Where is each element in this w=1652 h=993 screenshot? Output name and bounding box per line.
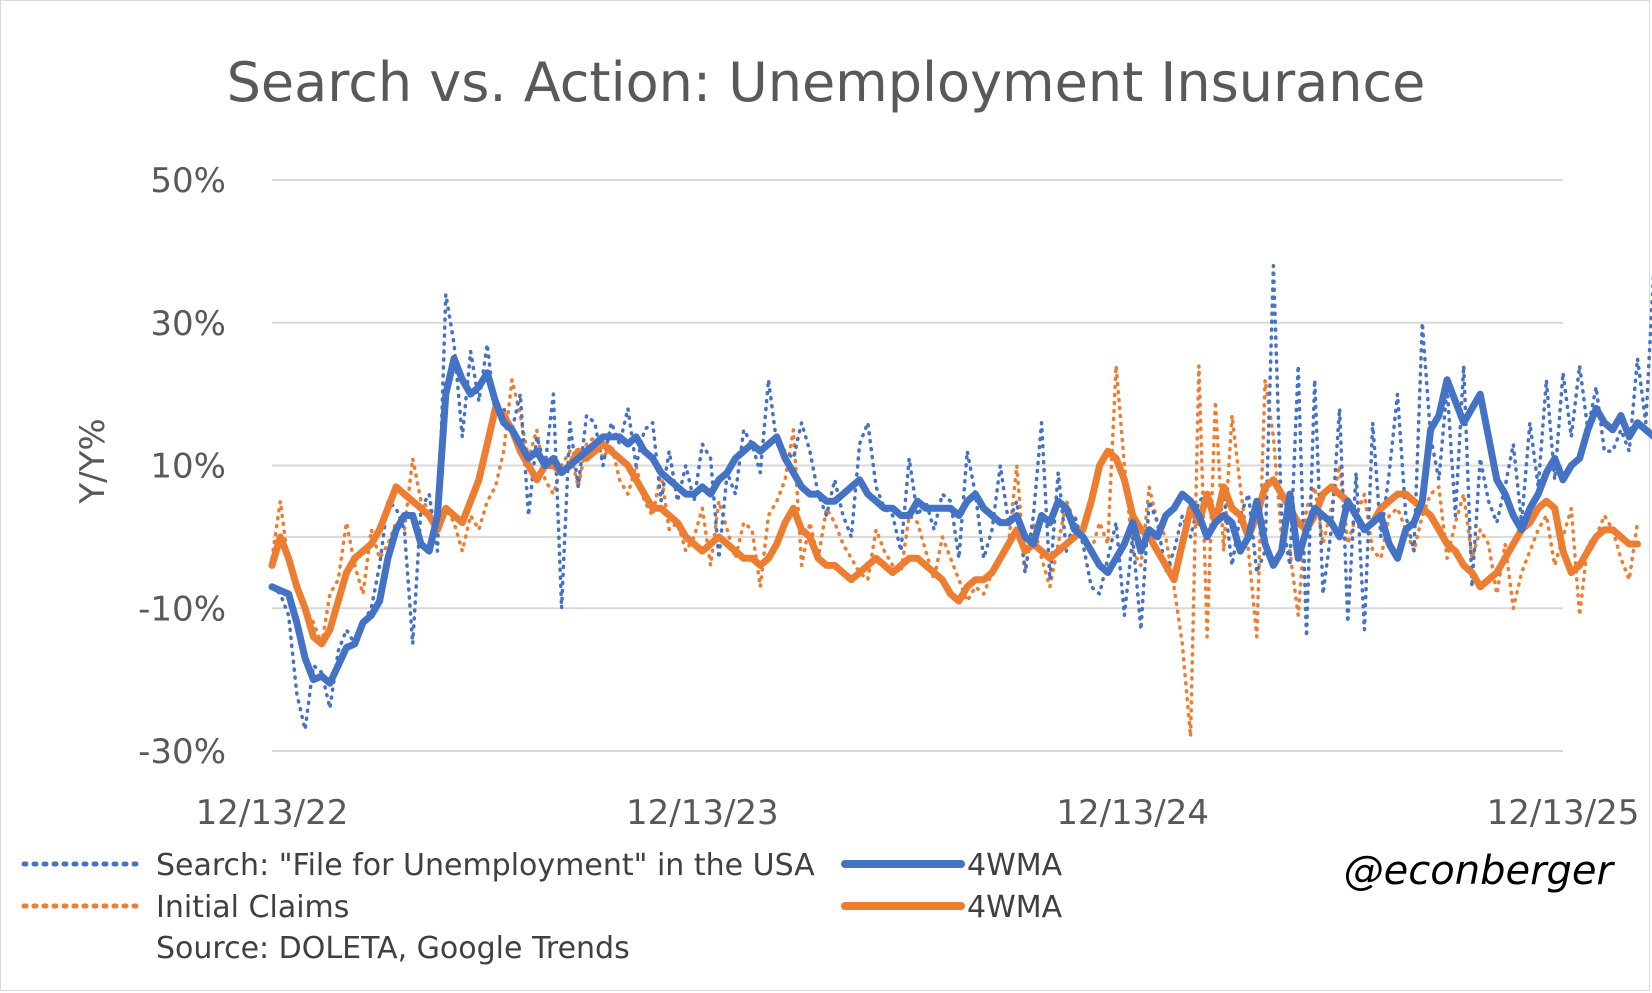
y-axis-label: Y/Y% [73,418,113,504]
x-tick-label: 12/13/23 [626,793,779,833]
y-tick-label: -10% [138,589,226,629]
gridlines [272,179,1563,752]
source-note: Source: DOLETA, Google Trends [156,931,630,966]
search-4wma-line [268,354,1652,687]
series-layer [268,263,1652,739]
legend-label-search-4wma: 4WMA [967,848,1063,883]
x-tick-label: 12/13/24 [1056,793,1209,833]
claims-series-line [270,363,1640,739]
x-tick-label: 12/13/22 [196,793,349,833]
y-tick-label: 50% [150,161,226,201]
legend: Search: "File for Unemployment" in the U… [21,848,1063,966]
chart-title: Search vs. Action: Unemployment Insuranc… [227,51,1426,114]
y-tick-label: -30% [138,732,226,772]
search-series-line [270,263,1652,732]
y-tick-label: 30% [150,304,226,344]
legend-label-search: Search: "File for Unemployment" in the U… [156,848,815,883]
x-tick-labels: 12/13/22 12/13/23 12/13/24 12/13/25 [196,793,1640,833]
author-handle: @econberger [1344,848,1616,894]
legend-label-claims-4wma: 4WMA [967,890,1063,925]
legend-label-claims: Initial Claims [156,890,349,925]
x-tick-label: 12/13/25 [1487,793,1640,833]
y-tick-labels: 50% 30% 10% -10% -30% [138,161,226,772]
y-tick-label: 10% [150,447,226,487]
